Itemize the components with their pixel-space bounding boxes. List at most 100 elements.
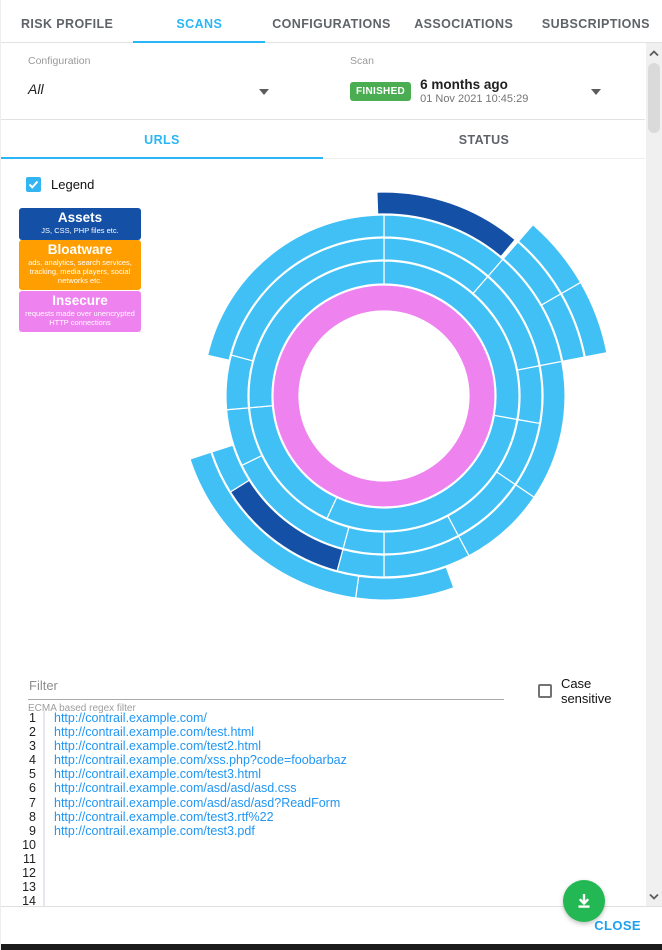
sunburst-segment[interactable] (272, 284, 496, 508)
url-link[interactable]: http://contrail.example.com/test.html (54, 725, 255, 740)
scroll-down-icon[interactable] (646, 888, 662, 904)
sunburst-segment[interactable] (189, 451, 360, 599)
sunburst-segment[interactable] (248, 260, 385, 409)
scan-select[interactable]: Scan FINISHED 6 months ago 01 Nov 2021 1… (323, 43, 645, 119)
top-tab-bar: RISK PROFILE SCANS CONFIGURATIONS ASSOCI… (1, 0, 662, 43)
list-item: 1 http://contrail.example.com/ (1, 711, 645, 726)
sunburst-segment[interactable] (376, 191, 516, 258)
line-number: 9 (1, 823, 45, 838)
url-link[interactable]: http://contrail.example.com/asd/asd/asd?… (54, 795, 341, 810)
line-number: 10 (1, 837, 45, 852)
legend-title: Bloatware (47, 242, 113, 257)
bottom-edge (1, 944, 662, 950)
legend-description: ads, analytics, search services, trackin… (28, 258, 132, 285)
tab-status[interactable]: STATUS (458, 133, 510, 147)
line-number: 7 (1, 795, 45, 810)
legend-item-insecure: Insecure requests made over unencrypted … (19, 291, 141, 332)
line-number: 2 (1, 725, 45, 740)
list-item: 13 (1, 880, 645, 895)
config-row: Configuration All Scan FINISHED 6 months… (1, 43, 645, 120)
list-item: 6 http://contrail.example.com/asd/asd/asd… (1, 781, 645, 796)
url-link[interactable]: http://contrail.example.com/test3.html (54, 767, 262, 782)
legend-checkbox[interactable]: Legend (26, 177, 94, 192)
url-list[interactable]: 1 http://contrail.example.com/2 http://con… (1, 708, 645, 906)
sunburst-segment[interactable] (516, 365, 543, 425)
line-number: 8 (1, 809, 45, 824)
close-button[interactable]: CLOSE (594, 918, 641, 933)
list-item: 2 http://contrail.example.com/test.html (1, 725, 645, 740)
legend-title: Insecure (52, 293, 108, 308)
download-button[interactable] (563, 880, 605, 922)
line-number: 11 (1, 851, 45, 867)
sunburst-chart[interactable] (156, 168, 612, 624)
url-link[interactable]: http://contrail.example.com/asd/asd/asd.… (54, 781, 297, 796)
list-item: 3 http://contrail.example.com/test2.html (1, 739, 645, 754)
scrollbar-thumb[interactable] (648, 63, 660, 133)
dialog-footer: CLOSE (1, 906, 662, 944)
tab-urls[interactable]: URLS (1, 120, 323, 159)
list-item: 5 http://contrail.example.com/test3.html (1, 767, 645, 782)
case-sensitive-checkbox[interactable]: Case sensitive (538, 676, 645, 706)
url-link[interactable]: http://contrail.example.com/test3.rtf%22 (54, 809, 274, 824)
url-link[interactable]: http://contrail.example.com/xss.php?code… (54, 753, 347, 768)
legend-description: JS, CSS, PHP files etc. (41, 226, 119, 235)
legend-checkbox-label: Legend (51, 177, 95, 192)
filter-section: Filter ECMA based regex filter Case sens… (1, 665, 645, 714)
list-item: 4 http://contrail.example.com/xss.php?cod… (1, 753, 645, 768)
url-link[interactable]: http://contrail.example.com/test2.html (54, 739, 262, 754)
tab-associations[interactable]: ASSOCIATIONS (414, 17, 514, 31)
chevron-down-icon[interactable] (591, 89, 601, 95)
line-number: 5 (1, 767, 45, 782)
chart-section: Legend Assets JS, CSS, PHP files etc. Bl… (1, 159, 645, 665)
line-number: 1 (1, 711, 45, 726)
list-item: 12 (1, 866, 645, 881)
tab-scans[interactable]: SCANS (133, 10, 266, 43)
scan-relative-time: 6 months ago (420, 77, 508, 92)
line-number: 6 (1, 781, 45, 796)
list-item: 7 http://contrail.example.com/asd/asd/asd… (1, 795, 645, 810)
tab-risk-profile[interactable]: RISK PROFILE (20, 17, 114, 31)
sunburst-segment[interactable] (211, 444, 250, 493)
filter-input[interactable]: Filter (29, 678, 58, 693)
sunburst-segment[interactable] (342, 526, 385, 555)
sub-tab-bar: URLS STATUS (1, 120, 645, 159)
url-link[interactable]: http://contrail.example.com/test3.pdf (54, 823, 255, 838)
scroll-up-icon[interactable] (646, 45, 662, 61)
case-sensitive-label: Case sensitive (560, 676, 612, 706)
status-badge: FINISHED (350, 81, 412, 101)
legend-item-bloatware: Bloatware ads, analytics, search service… (19, 240, 141, 290)
sunburst-segment[interactable] (206, 214, 385, 361)
download-icon (578, 894, 590, 908)
list-item: 9 http://contrail.example.com/test3.pdf (1, 823, 645, 838)
filter-input-underline (28, 699, 504, 700)
scrollbar[interactable] (646, 43, 662, 906)
sunburst-segment[interactable] (540, 293, 585, 362)
legend-item-assets: Assets JS, CSS, PHP files etc. (19, 208, 141, 240)
configuration-value: All (28, 81, 44, 97)
line-number: 3 (1, 739, 45, 754)
line-number: 12 (1, 866, 45, 881)
url-link[interactable]: http://contrail.example.com/ (54, 711, 207, 725)
configuration-label: Configuration (28, 55, 91, 67)
chevron-down-icon[interactable] (259, 89, 269, 95)
list-item: 10 (1, 837, 645, 852)
line-number: 13 (1, 880, 45, 895)
legend-title: Assets (57, 210, 103, 225)
list-item: 11 (1, 851, 645, 867)
sunburst-segment[interactable] (225, 354, 254, 411)
tab-configurations[interactable]: CONFIGURATIONS (272, 17, 391, 31)
legend-description: requests made over unencrypted HTTP conn… (25, 309, 135, 327)
tab-subscriptions[interactable]: SUBSCRIPTIONS (541, 17, 650, 31)
scan-timestamp: 01 Nov 2021 10:45:29 (420, 93, 529, 105)
list-item: 8 http://contrail.example.com/test3.rtf%2… (1, 809, 645, 824)
sunburst-segment[interactable] (560, 281, 608, 358)
sunburst-segment[interactable] (230, 237, 385, 362)
line-number: 4 (1, 753, 45, 768)
checkbox-unchecked-icon[interactable] (538, 684, 552, 698)
scan-label: Scan (350, 55, 374, 67)
checkbox-checked-icon[interactable] (26, 177, 41, 192)
scroll-area: Configuration All Scan FINISHED 6 months… (1, 43, 662, 922)
line-number: 14 (1, 894, 45, 906)
configuration-select[interactable]: Configuration All (1, 43, 323, 119)
